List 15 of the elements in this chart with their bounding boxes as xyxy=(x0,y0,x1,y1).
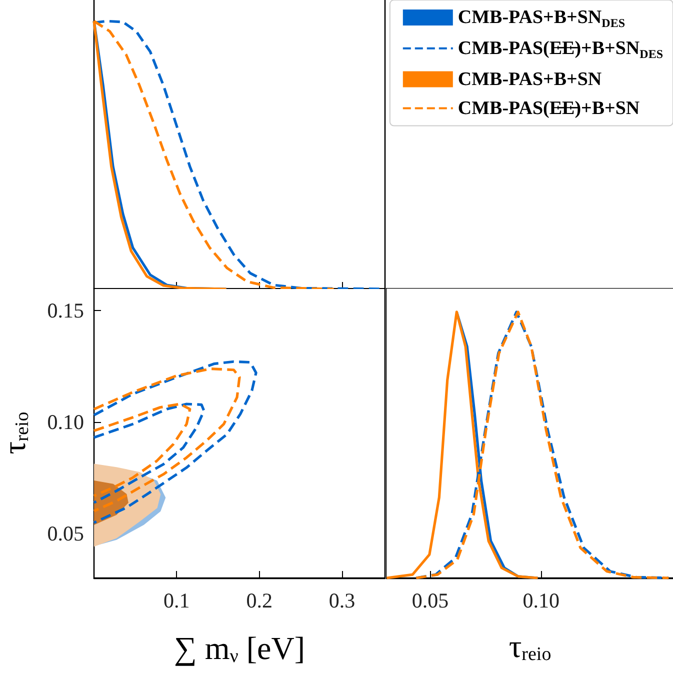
x-tick-label: 0.2 xyxy=(246,588,272,612)
y-tick-label: 0.05 xyxy=(47,521,84,546)
line-series xyxy=(92,367,241,512)
legend-label: CMB-PAS+B+SN xyxy=(458,68,602,90)
x-tick-label: 0.3 xyxy=(328,588,356,612)
y-tick-label: 0.15 xyxy=(47,298,84,322)
y-tick-label: 0.10 xyxy=(47,410,84,434)
x-tick-label: 0.1 xyxy=(164,588,190,612)
line-series xyxy=(92,402,206,504)
line-series xyxy=(92,360,258,524)
x-tick-label: 0.05 xyxy=(412,588,449,612)
legend-label: CMB-PAS(E̶E̶)+B+SN xyxy=(458,98,640,119)
line-series xyxy=(92,402,192,498)
y-axis-title: τreio xyxy=(0,412,33,454)
x-tick-label: 0.10 xyxy=(522,588,560,612)
